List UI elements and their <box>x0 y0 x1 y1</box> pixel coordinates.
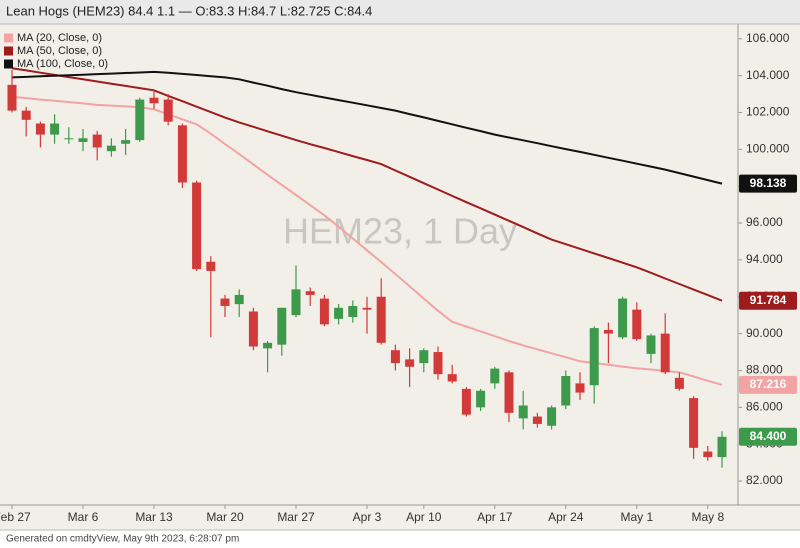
candle-body <box>78 138 88 142</box>
candle-body <box>35 123 45 135</box>
x-tick-label: Apr 10 <box>406 510 442 524</box>
last-value-badge <box>739 427 797 446</box>
candle-body <box>163 99 173 122</box>
watermark: HEM23, 1 Day <box>283 211 517 252</box>
header-bar <box>0 0 800 24</box>
x-tick-label: Mar 20 <box>206 510 244 524</box>
x-tick-label: May 1 <box>620 510 653 524</box>
y-tick-label: 102.000 <box>746 105 790 119</box>
y-tick-label: 94.000 <box>746 252 783 266</box>
candle-body <box>348 305 358 318</box>
candle-body <box>646 335 656 354</box>
last-value-label: 87.216 <box>750 377 787 391</box>
y-tick-label: 90.000 <box>746 326 783 340</box>
last-value-label: 91.784 <box>750 293 787 307</box>
candle-body <box>589 328 599 386</box>
y-tick-label: 104.000 <box>746 68 790 82</box>
candle-body <box>263 342 273 349</box>
candle-body <box>220 298 230 306</box>
chart-title: Lean Hogs (HEM23) 84.4 1.1 — O:83.3 H:84… <box>6 3 372 18</box>
candle-body <box>689 398 699 448</box>
last-value-badge <box>739 375 797 394</box>
candle-body <box>305 291 315 295</box>
candle-body <box>177 125 187 183</box>
candle-body <box>376 296 386 343</box>
candle-body <box>618 298 628 338</box>
candle-body <box>518 405 528 419</box>
last-value-badge <box>739 174 797 193</box>
x-tick-label: Apr 17 <box>477 510 513 524</box>
candle-body <box>7 84 17 111</box>
candle-body <box>490 368 500 384</box>
candle-body <box>660 333 670 373</box>
candle-body <box>433 352 443 375</box>
ma-line <box>11 70 723 185</box>
legend-label: MA (20, Close, 0) <box>17 32 102 44</box>
candle-body <box>21 110 31 120</box>
legend-swatch <box>4 33 13 43</box>
candle-body <box>319 298 329 325</box>
candle-body <box>547 407 557 426</box>
legend-swatch <box>4 46 13 56</box>
y-tick-label: 88.000 <box>746 363 783 377</box>
y-tick-label: 100.000 <box>746 141 790 155</box>
candle-body <box>50 123 60 135</box>
legend-swatch <box>4 59 13 69</box>
y-tick-label: 96.000 <box>746 215 783 229</box>
x-tick-label: Apr 24 <box>548 510 584 524</box>
candle-body <box>291 289 301 316</box>
x-tick-label: Mar 27 <box>277 510 315 524</box>
candle-body <box>106 145 116 152</box>
candle-body <box>575 383 585 393</box>
x-tick-label: Apr 3 <box>353 510 382 524</box>
x-tick-label: May 8 <box>691 510 724 524</box>
candle-body <box>92 134 102 148</box>
candle-body <box>632 309 642 340</box>
candle-body <box>476 390 486 408</box>
candle-body <box>390 350 400 364</box>
candle-body <box>192 182 202 270</box>
candle-body <box>206 261 216 271</box>
candle-body <box>135 99 145 141</box>
y-tick-label: 106.000 <box>746 31 790 45</box>
footer: Generated on cmdtyView, May 9th 2023, 6:… <box>6 534 239 545</box>
candle-body <box>504 372 514 413</box>
candle-body <box>334 307 344 319</box>
candle-body <box>234 294 244 305</box>
x-tick-label: Mar 6 <box>68 510 99 524</box>
ma-line <box>11 67 723 302</box>
candle-body <box>447 374 457 382</box>
last-value-label: 84.400 <box>750 429 787 443</box>
candle-body <box>717 436 727 458</box>
y-tick-label: 82.000 <box>746 473 783 487</box>
last-value-badge <box>739 291 797 310</box>
candle-body <box>64 138 74 140</box>
x-tick-label: Mar 13 <box>135 510 173 524</box>
candle-body <box>674 377 684 389</box>
x-tick-label: Feb 27 <box>0 510 31 524</box>
candle-body <box>149 97 159 104</box>
candle-body <box>277 307 287 345</box>
ma-line <box>11 95 723 386</box>
candle-body <box>248 311 258 347</box>
candle-body <box>532 416 542 424</box>
last-value-label: 98.138 <box>750 176 787 190</box>
candle-body <box>561 375 571 406</box>
legend-label: MA (50, Close, 0) <box>17 45 102 57</box>
y-tick-label: 86.000 <box>746 399 783 413</box>
candle-body <box>362 307 372 310</box>
candle-body <box>121 140 131 144</box>
candle-body <box>461 388 471 415</box>
candle-body <box>419 350 429 364</box>
legend-label: MA (100, Close, 0) <box>17 58 108 70</box>
candle-body <box>703 451 713 458</box>
candle-body <box>405 359 415 367</box>
candle-body <box>603 329 613 334</box>
